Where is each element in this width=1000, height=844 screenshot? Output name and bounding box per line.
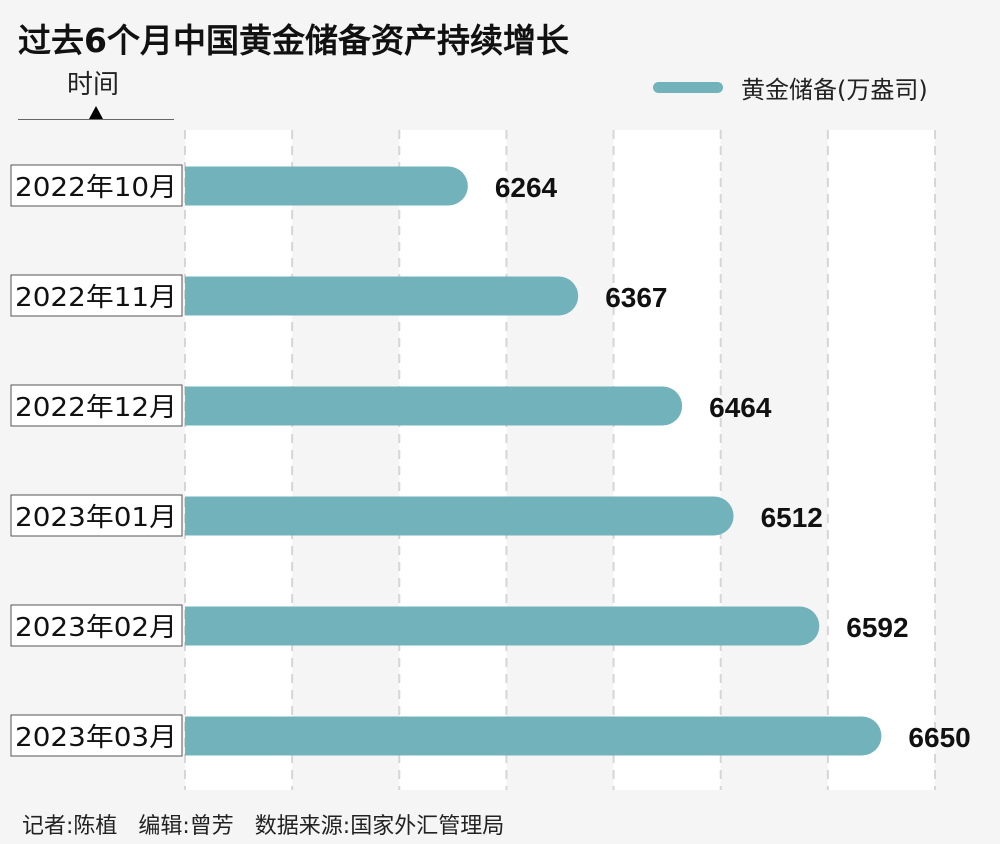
legend-swatch [653, 82, 723, 93]
legend-label: 黄金储备(万盎司) [741, 76, 928, 104]
data-label: 6464 [709, 392, 772, 423]
bar [185, 386, 683, 426]
category-label-box [10, 604, 183, 647]
grid-band [292, 130, 400, 790]
data-label: 6264 [495, 172, 558, 203]
data-label: 6367 [605, 282, 667, 313]
axis-label-underline [18, 119, 174, 120]
category-label-box [10, 164, 183, 207]
category-label: 2022年10月 [15, 173, 177, 203]
category-label: 2022年11月 [15, 283, 177, 313]
grid-band [827, 130, 935, 790]
category-label-box [10, 274, 183, 317]
grid-band [506, 130, 614, 790]
grid-band [399, 130, 507, 790]
data-label: 6592 [846, 612, 908, 643]
legend: 黄金储备(万盎司) [653, 70, 928, 105]
category-label: 2023年03月 [15, 723, 177, 753]
bar [185, 166, 468, 206]
axis-arrow-icon [89, 106, 103, 119]
grid-band [613, 130, 721, 790]
bar [185, 716, 882, 756]
bar [185, 606, 820, 646]
category-label: 2022年12月 [15, 393, 177, 423]
y-axis-label: 时间 [67, 70, 120, 100]
chart-title: 过去6个月中国黄金储备资产持续增长 [18, 21, 569, 60]
category-label-box [10, 714, 183, 757]
data-label: 6650 [908, 722, 970, 753]
grid-band [720, 130, 828, 790]
bar [185, 496, 734, 536]
data-label: 6512 [761, 502, 823, 533]
category-label-box [10, 384, 183, 427]
grid-band [185, 130, 293, 790]
category-label: 2023年01月 [15, 503, 177, 533]
bar [185, 276, 579, 316]
footer-credits: 记者:陈植 编辑:曾芳 数据来源:国家外汇管理局 [22, 814, 505, 839]
category-label-box [10, 494, 183, 537]
category-label: 2023年02月 [15, 613, 177, 643]
